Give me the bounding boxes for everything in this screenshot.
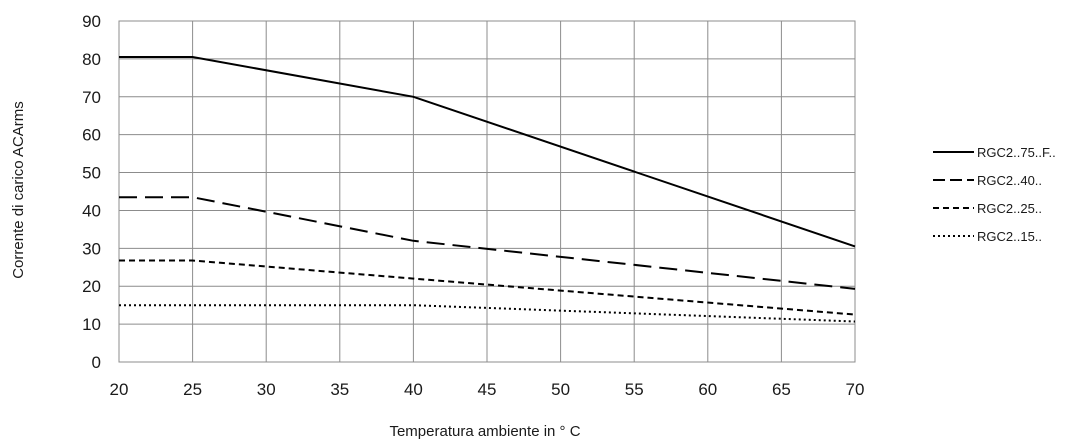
x-tick-label: 70 [846,380,865,399]
x-tick-label: 50 [551,380,570,399]
y-tick-label: 90 [82,12,101,31]
y-tick-label: 20 [82,277,101,296]
y-tick-label: 60 [82,126,101,145]
x-axis-ticks: 20 25 30 35 40 45 50 55 60 65 70 [110,380,865,399]
series-line-4 [119,304,856,323]
legend-label: RGC2..75..F.. [977,145,1056,160]
y-tick-label: 70 [82,88,101,107]
legend-label: RGC2..15.. [977,229,1042,244]
series-lines [119,56,856,323]
series-line-3 [119,259,856,316]
x-tick-label: 65 [772,380,791,399]
y-axis-ticks: 0 10 20 30 40 50 60 70 80 90 [82,12,101,372]
y-tick-label: 40 [82,201,101,220]
y-axis-label: Corrente di carico ACArms [10,101,27,279]
x-tick-label: 55 [625,380,644,399]
x-tick-label: 30 [257,380,276,399]
y-tick-label: 50 [82,164,101,183]
y-tick-label: 10 [82,315,101,334]
x-tick-label: 45 [478,380,497,399]
series-line-1 [119,56,856,248]
legend: RGC2..75..F.. RGC2..40.. RGC2..25.. RGC2..1… [933,145,1056,244]
x-tick-label: 35 [330,380,349,399]
plot-frame [118,20,856,363]
legend-label: RGC2..40.. [977,173,1042,188]
x-tick-label: 60 [698,380,717,399]
x-axis-label: Temperatura ambiente in ° C [389,423,580,440]
y-tick-label: 80 [82,50,101,69]
x-tick-label: 40 [404,380,423,399]
legend-label: RGC2..25.. [977,201,1042,216]
x-tick-label: 20 [110,380,129,399]
series-line-2 [119,196,856,290]
x-tick-label: 25 [183,380,202,399]
y-tick-label: 0 [92,353,101,372]
grid [118,20,856,363]
y-tick-label: 30 [82,239,101,258]
